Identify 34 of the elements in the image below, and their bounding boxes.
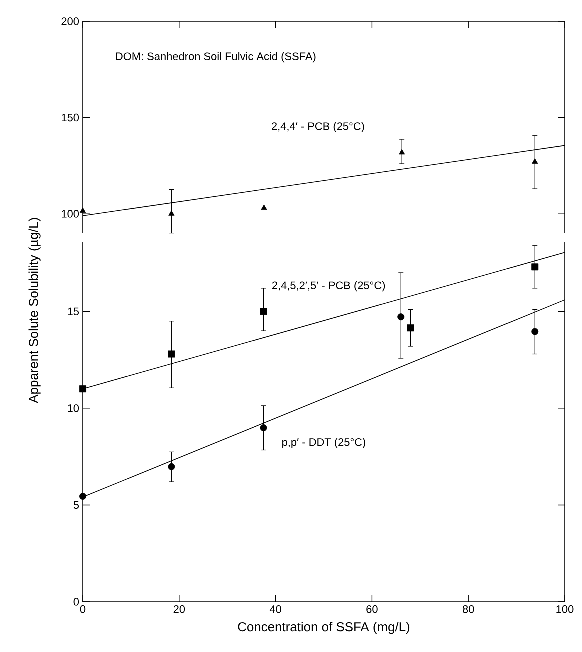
x-tick-label: 100 xyxy=(556,606,574,614)
y-tick-label: 150 xyxy=(62,114,80,122)
point xyxy=(407,324,414,332)
x-axis-title: Concentration of SSFA (mg/L) xyxy=(238,622,410,634)
point xyxy=(168,463,176,470)
x-tick-label: 80 xyxy=(462,606,474,614)
point xyxy=(80,208,86,213)
point xyxy=(260,308,268,316)
point xyxy=(168,210,175,216)
series-label: 2,4,5,2′,5′ - PCB (25°C) xyxy=(272,281,386,292)
text: 2,4,4′ - PCB (25°C) xyxy=(272,122,364,132)
y-tick-label: 10 xyxy=(68,404,80,412)
point xyxy=(80,493,86,500)
point xyxy=(398,314,405,321)
series-label: p,p′ - DDT (25°C) xyxy=(282,438,366,448)
y-axis-title: Apparent Solute Solubility (µg/L) xyxy=(28,218,41,404)
point xyxy=(260,424,268,432)
point xyxy=(532,158,538,164)
y-tick-label: 0 xyxy=(74,598,80,606)
point xyxy=(168,350,176,358)
point xyxy=(80,386,86,393)
x-tick-label: 0 xyxy=(80,606,86,614)
point xyxy=(399,149,406,155)
point xyxy=(532,328,539,336)
point xyxy=(261,204,268,210)
x-tick-label: 20 xyxy=(174,606,186,614)
y-tick-label: 200 xyxy=(62,18,80,26)
x-tick-label: 60 xyxy=(366,606,378,614)
annotation: DOM: Sanhedron Soil Fulvic Acid (SSFA) xyxy=(116,52,316,63)
y-tick-label: 100 xyxy=(62,210,80,218)
y-tick-label: 5 xyxy=(74,501,80,510)
x-tick-label: 40 xyxy=(270,606,282,614)
point xyxy=(532,264,539,271)
y-tick-label: 15 xyxy=(68,308,80,316)
